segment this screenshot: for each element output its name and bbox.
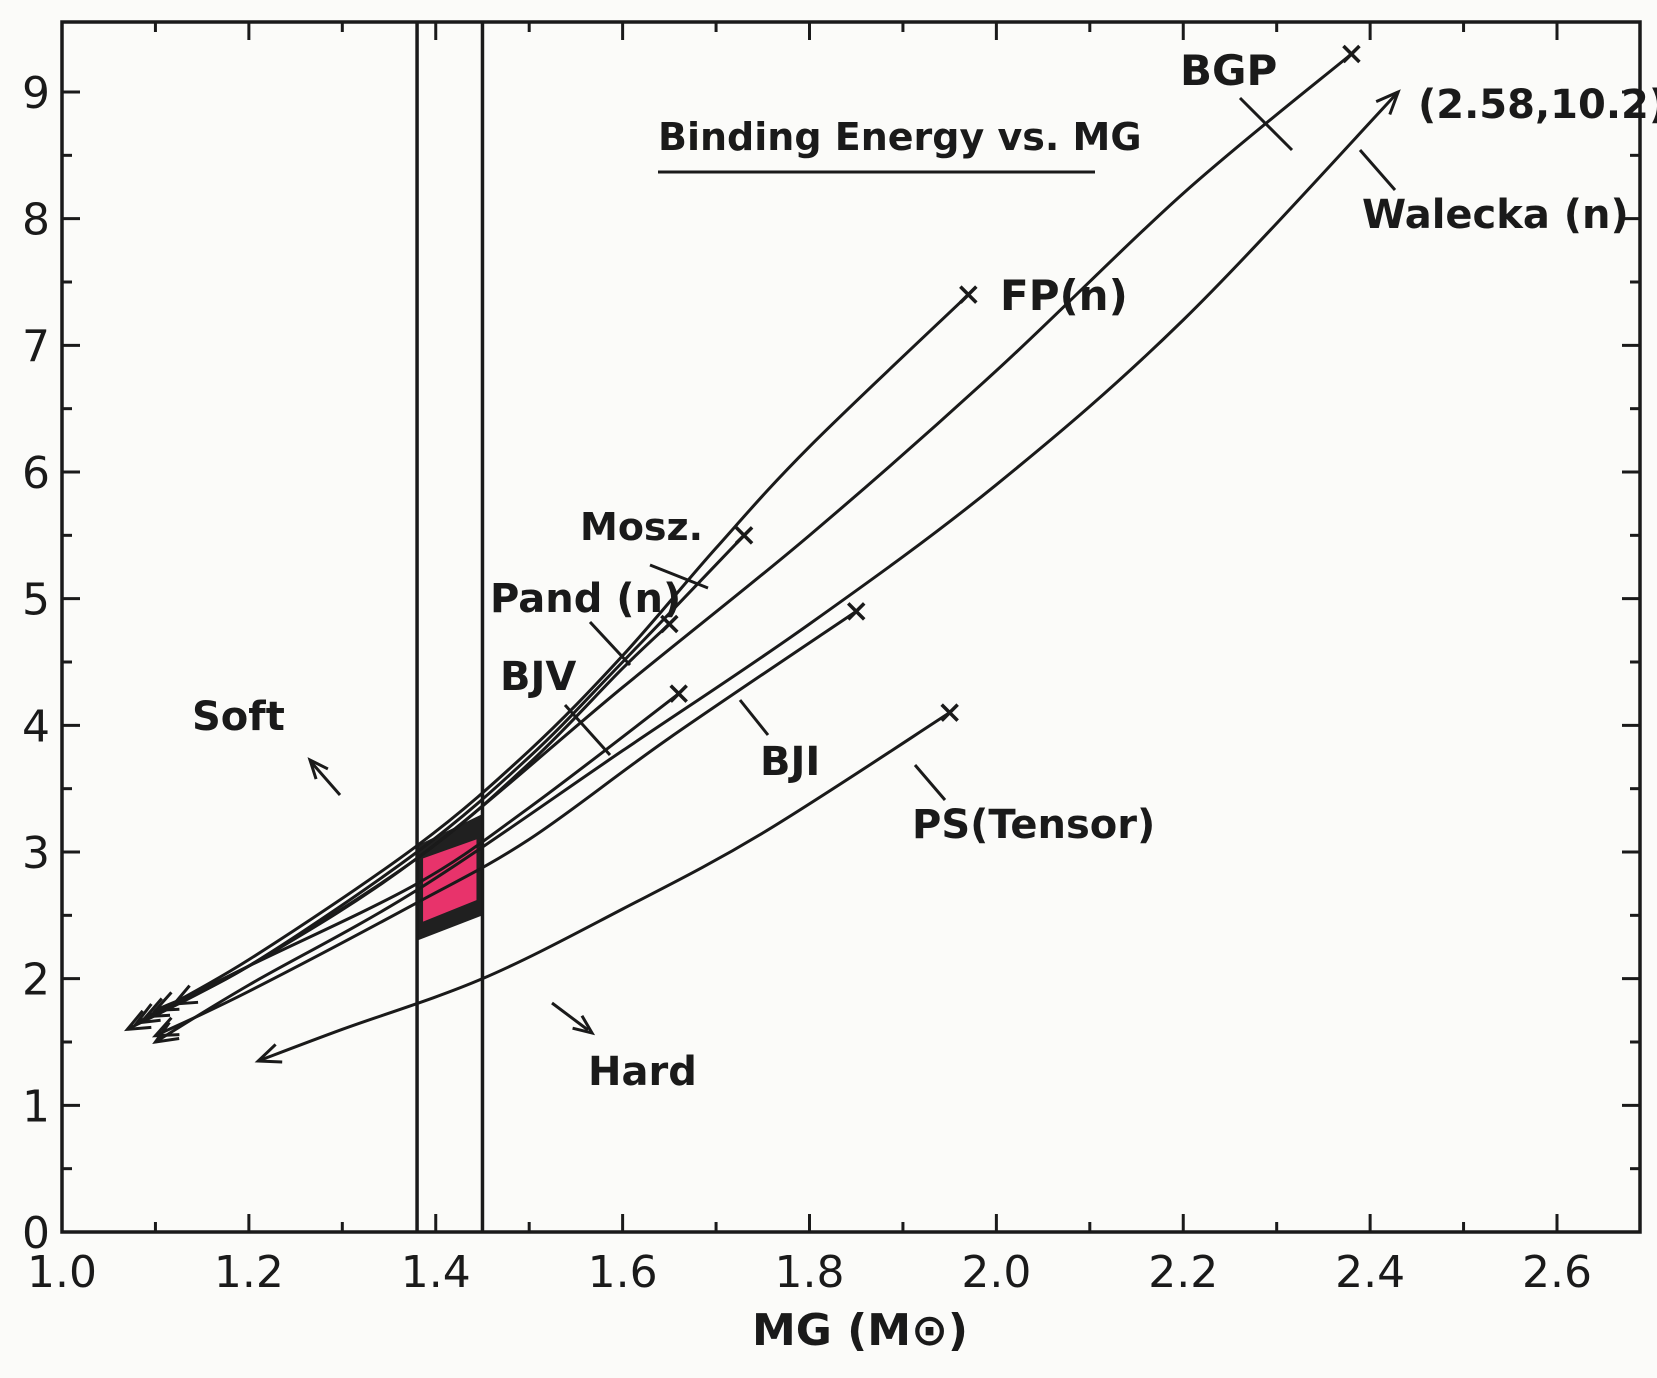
- vertical-lines-group: [415, 22, 485, 1232]
- x-tick-label-7: 2.4: [1335, 1247, 1405, 1298]
- series-label-pand: Pand (n): [490, 576, 681, 622]
- curve-end-mark-bgp: [1342, 44, 1361, 64]
- leader-bji: [738, 699, 770, 736]
- curve-fp-n: [136, 293, 970, 1025]
- curve-start-arrow-fp-n: [133, 1003, 161, 1025]
- plot-frame: [60, 20, 1642, 1234]
- x-tick-label-8: 2.6: [1522, 1247, 1592, 1298]
- axes-group: [60, 20, 1642, 1234]
- curve-start-arrow-pand-n: [151, 991, 180, 1012]
- annotation-soft: Soft: [192, 694, 285, 740]
- leader-ps: [913, 764, 947, 801]
- y-tick-label-3: 3: [22, 828, 50, 879]
- y-tick-label-2: 2: [22, 955, 50, 1006]
- series-label-ps: PS(Tensor): [912, 802, 1155, 848]
- curve-start-arrow-ps-tensor: [254, 1043, 283, 1064]
- arrow-soft-shaft: [310, 762, 342, 796]
- curves-group: [123, 44, 1401, 1064]
- end-label-walecka: (2.58,10.2): [1418, 82, 1657, 128]
- y-tick-label-1: 1: [22, 1081, 50, 1132]
- x-tick-label-5: 2.0: [961, 1247, 1031, 1298]
- x-tick-label-3: 1.6: [588, 1247, 658, 1298]
- curve-start-arrow-bji: [151, 1016, 180, 1038]
- series-label-walecka: Walecka (n): [1362, 192, 1629, 238]
- series-label-bji: BJI: [760, 739, 820, 785]
- arrow-hard-shaft: [551, 1001, 589, 1032]
- x-tick-label-2: 1.4: [401, 1247, 471, 1298]
- curve-start-arrow-bj: [170, 984, 199, 1006]
- y-tick-label-6: 6: [22, 448, 50, 499]
- x-tick-label-1: 1.2: [214, 1247, 284, 1298]
- leader-bgp: [1238, 96, 1294, 152]
- x-tick-label-0: 1.0: [27, 1247, 97, 1298]
- y-tick-label-5: 5: [22, 575, 50, 626]
- curve-end-mark-ps-tensor: [940, 703, 959, 722]
- y-tick-label-8: 8: [22, 195, 50, 246]
- curve-ps-tensor: [257, 711, 951, 1063]
- y-tick-label-9: 9: [22, 68, 50, 119]
- leader-walecka: [1358, 149, 1397, 191]
- y-tick-label-7: 7: [22, 321, 50, 372]
- arrow-soft-head: [307, 757, 329, 780]
- curve-end-mark-bj: [669, 684, 688, 703]
- series-label-mosz: Mosz.: [580, 505, 703, 549]
- y-tick-label-0: 0: [22, 1208, 50, 1259]
- curve-walecka-n: [154, 90, 1400, 1044]
- leader-mosz: [649, 563, 709, 590]
- curve-end-mark-bji: [846, 602, 866, 621]
- x-tick-label-4: 1.8: [775, 1247, 845, 1298]
- curve-bji: [154, 610, 858, 1038]
- curve-end-mark-fp-n: [959, 285, 978, 304]
- curve-end-arrow-walecka-n: [1375, 89, 1401, 116]
- series-label-bgp: BGP: [1180, 46, 1277, 95]
- y-tick-label-4: 4: [22, 701, 50, 752]
- chart-title: Binding Energy vs. MG: [658, 115, 1142, 159]
- curve-start-arrow-bgp: [123, 1009, 152, 1032]
- leader-pand: [588, 620, 632, 667]
- x-tick-label-6: 2.2: [1148, 1247, 1218, 1298]
- series-label-fp: FP(n): [1000, 271, 1128, 320]
- arrow-hard-head: [572, 1014, 596, 1036]
- curve-start-arrow-mosz: [142, 997, 171, 1019]
- leader-bjv: [563, 703, 612, 757]
- ticks-group: 1.0 1.2 1.4 1.6 1.8 2.0 2.2 2.4 2.6 0 1 2 3 4 5 6 7 8 9: [22, 22, 1640, 1298]
- annotation-hard: Hard: [588, 1049, 697, 1095]
- curve-end-mark-pand-n: [660, 614, 679, 634]
- curve-start-arrow-walecka-n: [152, 1021, 180, 1045]
- labels-group: Binding Energy vs. MG MG (M⊙) BGP Walecka (…: [192, 46, 1657, 1356]
- curve-end-mark-mosz: [734, 526, 754, 545]
- series-label-bjv: BJⅤ: [500, 654, 576, 700]
- x-axis-label: MG (M⊙): [752, 1305, 968, 1356]
- curve-bj: [173, 692, 680, 1006]
